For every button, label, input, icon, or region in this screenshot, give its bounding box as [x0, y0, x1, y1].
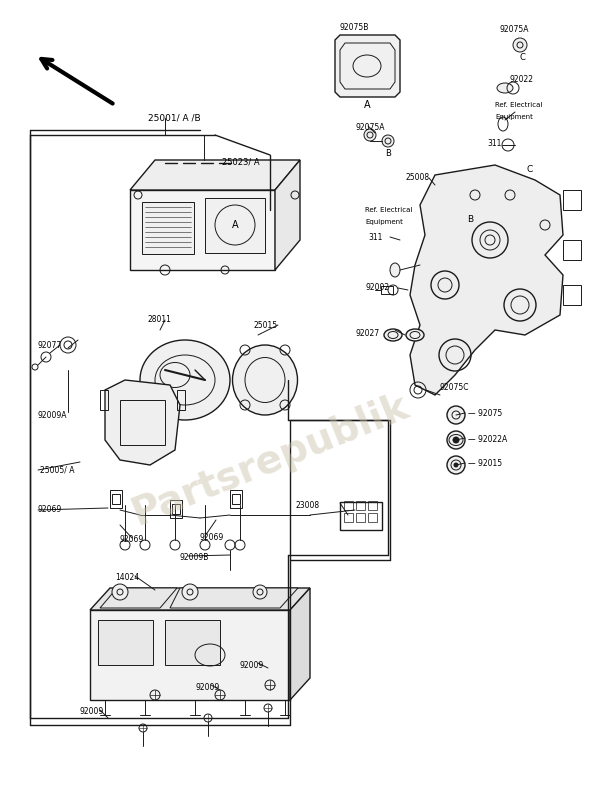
Circle shape [382, 135, 394, 147]
Bar [563, 190, 581, 210]
Bar [368, 513, 377, 522]
Text: Ref. Electrical: Ref. Electrical [495, 102, 542, 108]
Polygon shape [290, 588, 310, 700]
Text: 23008: 23008 [295, 501, 319, 509]
Polygon shape [100, 588, 177, 608]
Bar [205, 198, 265, 253]
Text: 92077: 92077 [38, 341, 62, 349]
Text: 92009A: 92009A [38, 411, 67, 419]
Text: 311: 311 [368, 233, 382, 243]
Text: A: A [232, 220, 238, 230]
Bar [177, 390, 185, 410]
Text: 25008: 25008 [406, 173, 430, 182]
Bar [232, 494, 240, 504]
Text: 92069: 92069 [38, 506, 62, 514]
Bar [563, 285, 581, 305]
Bar [100, 390, 108, 410]
Text: B: B [467, 216, 473, 225]
Text: 14024: 14024 [115, 574, 139, 582]
Circle shape [364, 129, 376, 141]
Polygon shape [335, 35, 400, 97]
Circle shape [447, 406, 465, 424]
Text: 92002: 92002 [366, 283, 390, 293]
Polygon shape [410, 165, 563, 395]
Circle shape [253, 585, 267, 599]
Text: A: A [364, 100, 370, 110]
Circle shape [454, 463, 458, 467]
Text: 92075A: 92075A [500, 25, 530, 35]
Polygon shape [275, 160, 300, 270]
Text: 28011: 28011 [148, 316, 172, 324]
Text: 25023/ A: 25023/ A [222, 158, 260, 166]
Text: Partsrepublik: Partsrepublik [126, 387, 414, 533]
Circle shape [112, 584, 128, 600]
Bar [110, 490, 122, 508]
Text: 92009: 92009 [195, 684, 219, 692]
Text: — 92075: — 92075 [468, 410, 502, 418]
Bar [170, 500, 182, 518]
Text: B: B [385, 148, 391, 158]
Ellipse shape [140, 340, 230, 420]
Text: — 92015: — 92015 [468, 459, 502, 469]
Circle shape [182, 584, 198, 600]
Bar [356, 513, 365, 522]
Circle shape [513, 38, 527, 52]
Text: 92075A: 92075A [355, 123, 385, 133]
Bar [340, 502, 382, 530]
Text: — 92022A: — 92022A [468, 435, 507, 444]
Text: Equipment: Equipment [365, 219, 403, 225]
Circle shape [447, 456, 465, 474]
Polygon shape [130, 190, 275, 270]
Ellipse shape [384, 329, 402, 341]
Polygon shape [90, 588, 310, 610]
Text: 92009B: 92009B [180, 553, 209, 563]
Text: C: C [519, 53, 525, 61]
Text: Ref. Electrical: Ref. Electrical [365, 207, 412, 213]
Text: 92069: 92069 [120, 535, 144, 545]
Polygon shape [105, 380, 180, 465]
Bar [120, 400, 165, 445]
Text: 92009: 92009 [80, 707, 104, 717]
Bar [381, 286, 393, 294]
Polygon shape [170, 588, 298, 608]
Bar [344, 513, 353, 522]
Ellipse shape [406, 329, 424, 341]
Bar [142, 202, 194, 254]
Text: Equipment: Equipment [495, 114, 533, 120]
Ellipse shape [390, 263, 400, 277]
Text: 92075B: 92075B [340, 24, 370, 32]
Text: 25005/ A: 25005/ A [40, 466, 74, 474]
Bar [368, 501, 377, 510]
Text: C: C [527, 166, 533, 174]
Text: 92075C: 92075C [440, 384, 470, 392]
Bar [112, 494, 120, 504]
Bar [165, 620, 220, 665]
Circle shape [447, 431, 465, 449]
Ellipse shape [233, 345, 298, 415]
Text: 25001/ A /B: 25001/ A /B [148, 114, 200, 122]
Circle shape [453, 437, 459, 443]
Bar [356, 501, 365, 510]
Text: 25015: 25015 [254, 320, 278, 330]
Bar [98, 620, 153, 665]
Bar [344, 501, 353, 510]
Polygon shape [130, 160, 300, 190]
Ellipse shape [497, 83, 513, 93]
Text: 92027: 92027 [356, 328, 380, 338]
Text: 311: 311 [487, 138, 502, 148]
Bar [172, 504, 180, 514]
Bar [230, 490, 242, 508]
Text: 92069: 92069 [200, 534, 224, 542]
Polygon shape [90, 610, 290, 700]
Text: 92022: 92022 [510, 75, 534, 85]
Text: 92009: 92009 [240, 660, 264, 670]
Bar [563, 240, 581, 260]
